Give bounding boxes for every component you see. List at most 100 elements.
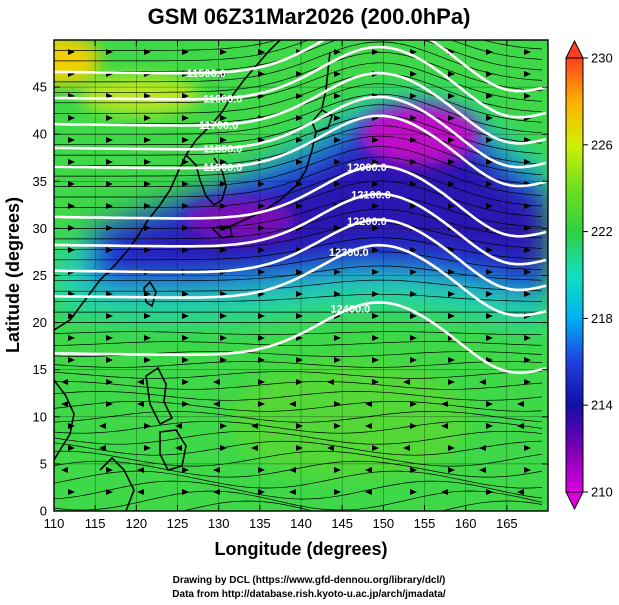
streamline (54, 430, 543, 445)
wind-arrow (448, 159, 455, 165)
streamline (54, 410, 543, 423)
wind-arrow (334, 225, 341, 231)
wind-arrow (448, 71, 455, 77)
wind-arrow (486, 115, 493, 121)
wind-arrow (486, 489, 493, 495)
wind-arrow (486, 159, 493, 165)
wind-arrow (258, 247, 265, 253)
wind-arrow (524, 335, 531, 341)
wind-arrow (289, 467, 296, 473)
wind-arrow (486, 181, 493, 187)
wind-arrow (296, 203, 303, 209)
wind-arrow (517, 423, 524, 429)
wind-arrow (289, 401, 296, 407)
wind-arrow (524, 247, 531, 253)
wind-arrow (68, 115, 75, 121)
wind-arrow (182, 203, 189, 209)
contour-label: 11900.0 (203, 162, 242, 174)
wind-arrow (144, 159, 151, 165)
wind-arrow (441, 489, 448, 495)
wind-arrow (410, 159, 417, 165)
height-contour-line (54, 40, 547, 93)
wind-arrow (258, 401, 265, 407)
wind-arrow (220, 423, 227, 429)
wind-arrow (99, 445, 106, 451)
credit-data-source: Data from http://database.rish.kyoto-u.a… (172, 589, 446, 600)
wind-arrow (486, 423, 493, 429)
wind-arrow (68, 247, 75, 253)
wind-arrow (524, 225, 531, 231)
wind-arrow (517, 401, 524, 407)
wind-arrow (220, 137, 227, 143)
wind-arrow (182, 467, 189, 473)
wind-arrow (334, 247, 341, 253)
wind-arrow (137, 467, 144, 473)
colorbar-gradient (565, 57, 584, 493)
wind-arrow (106, 247, 113, 253)
wind-arrow (144, 203, 151, 209)
wind-arrow (182, 181, 189, 187)
y-tick-label: 25 (33, 268, 47, 283)
streamline (54, 293, 543, 303)
streamline (54, 104, 543, 146)
wind-arrow (213, 467, 220, 473)
wind-arrow (220, 203, 227, 209)
streamline (54, 460, 543, 478)
wind-arrow (365, 401, 372, 407)
wind-arrow (144, 423, 151, 429)
wind-arrow (410, 181, 417, 187)
wind-arrow (486, 313, 493, 319)
wind-arrow (365, 467, 372, 473)
wind-arrow (486, 269, 493, 275)
height-contour-line (54, 71, 547, 145)
wind-arrow (258, 181, 265, 187)
y-tick-label: 0 (40, 504, 47, 519)
wind-arrow (175, 445, 182, 451)
wind-arrow (486, 137, 493, 143)
plot-area: 11500.0 11600.0 11700.0 11800.0 11900.0 12000… (54, 40, 548, 511)
colorbar: 210 214 218 222 226 230 (565, 39, 613, 511)
contour-label: 12200.0 (347, 216, 387, 228)
wind-arrow (106, 313, 113, 319)
wind-arrow (410, 335, 417, 341)
wind-arrow (251, 445, 258, 451)
wind-arrow (68, 203, 75, 209)
wind-arrow (372, 379, 379, 385)
wind-arrow (220, 335, 227, 341)
x-tick-label: 125 (167, 516, 189, 531)
wind-arrow (182, 401, 189, 407)
wind-arrow (327, 445, 334, 451)
y-tick-label: 5 (40, 456, 47, 471)
wind-arrow (68, 225, 75, 231)
coastlines (54, 40, 333, 511)
streamline (54, 420, 543, 434)
wind-arrow (68, 137, 75, 143)
chart-title: GSM 06Z31Mar2026 (200.0hPa) (148, 4, 471, 29)
colorbar-bottom-arrow (565, 491, 584, 511)
wind-arrow (106, 379, 113, 385)
wind-arrow (106, 225, 113, 231)
wind-arrow (334, 423, 341, 429)
streamline (54, 391, 543, 401)
x-axis-title: Longitude (degrees) (214, 539, 387, 559)
wind-arrow (106, 115, 113, 121)
wind-arrow (524, 467, 531, 473)
wind-arrow (258, 489, 265, 495)
coastline-indochina (54, 379, 75, 461)
wind-arrow (410, 357, 417, 363)
streamline (54, 41, 543, 83)
temperature-yellow-patch (80, 75, 200, 115)
wind-arrow (486, 357, 493, 363)
wind-arrow (144, 181, 151, 187)
wind-arrow (334, 357, 341, 363)
x-tick-label: 165 (496, 516, 518, 531)
contour-label: 12300.0 (329, 247, 369, 259)
wind-arrow (372, 49, 379, 55)
wind-arrow (258, 467, 265, 473)
wind-arrow (144, 93, 151, 99)
height-contour-line (54, 114, 547, 188)
wind-arrow (296, 357, 303, 363)
wind-arrow (68, 335, 75, 341)
coastline-philippines-south (159, 429, 187, 471)
